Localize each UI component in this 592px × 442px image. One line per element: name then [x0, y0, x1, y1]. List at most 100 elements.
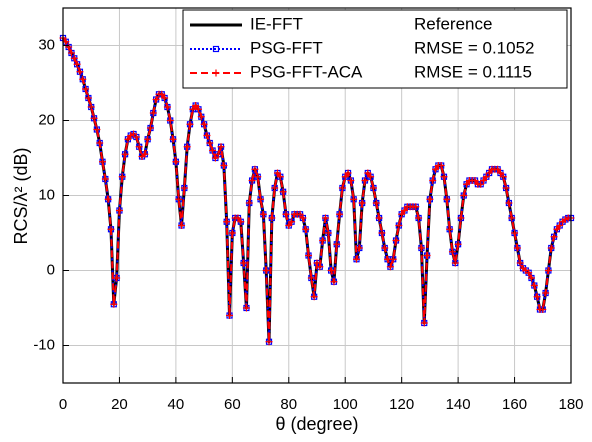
marker: [338, 184, 346, 192]
marker: [242, 304, 250, 312]
marker: [149, 109, 157, 117]
marker: [446, 225, 454, 233]
marker: [511, 229, 519, 237]
marker: [556, 222, 564, 229]
marker: [296, 210, 304, 218]
marker: [457, 214, 465, 222]
marker: [333, 240, 341, 248]
x-tick-label: 0: [59, 396, 67, 413]
marker: [234, 214, 242, 222]
marker: [76, 68, 84, 76]
legend-marker: [212, 69, 220, 77]
marker: [321, 214, 329, 222]
marker: [477, 180, 485, 188]
marker: [364, 169, 372, 177]
marker: [372, 199, 380, 207]
marker: [415, 214, 423, 222]
marker: [533, 293, 541, 301]
marker: [288, 218, 296, 226]
marker: [355, 244, 363, 252]
marker: [217, 143, 225, 151]
marker: [248, 177, 256, 184]
marker: [240, 259, 248, 267]
marker: [118, 173, 126, 181]
marker: [87, 103, 95, 111]
marker: [319, 237, 327, 244]
marker: [282, 210, 290, 218]
marker: [146, 124, 154, 132]
marker: [423, 252, 431, 259]
marker: [101, 175, 109, 183]
marker: [161, 94, 169, 102]
marker: [516, 259, 524, 267]
marker: [276, 173, 284, 181]
marker: [324, 229, 332, 237]
marker: [358, 199, 366, 207]
marker: [336, 210, 344, 218]
marker: [400, 207, 408, 214]
marker: [257, 195, 265, 203]
marker: [505, 199, 513, 207]
marker: [79, 75, 87, 83]
marker: [132, 133, 140, 141]
marker: [70, 54, 78, 62]
marker: [389, 255, 397, 263]
marker: [226, 312, 234, 319]
marker: [417, 244, 425, 252]
marker: [525, 269, 533, 277]
marker: [305, 252, 313, 259]
marker: [443, 195, 451, 203]
marker: [220, 162, 228, 169]
marker: [200, 120, 208, 128]
marker: [302, 225, 310, 233]
marker: [330, 278, 338, 286]
marker: [375, 214, 383, 222]
legend-box: [182, 9, 568, 89]
marker: [530, 282, 538, 289]
marker: [65, 43, 73, 51]
marker: [313, 259, 321, 267]
marker: [211, 154, 219, 162]
marker: [107, 225, 115, 233]
marker: [547, 244, 555, 252]
legend-note: RMSE = 0.1052: [414, 38, 535, 57]
marker: [432, 165, 440, 173]
marker: [485, 169, 493, 177]
x-tick-label: 20: [111, 396, 128, 413]
marker: [67, 49, 75, 57]
marker: [350, 195, 358, 203]
marker: [158, 90, 166, 98]
legend-label: PSG-FFT: [250, 38, 323, 57]
marker: [262, 267, 270, 274]
marker: [307, 274, 315, 282]
marker: [426, 195, 434, 203]
marker: [395, 222, 403, 229]
marker: [544, 267, 552, 274]
plot: [59, 34, 575, 346]
marker: [237, 218, 245, 226]
marker: [192, 102, 200, 109]
x-tick-label: 180: [558, 396, 583, 413]
marker: [344, 169, 352, 177]
marker: [386, 263, 394, 271]
marker: [175, 195, 183, 203]
marker: [82, 85, 90, 93]
legend-label: PSG-FFT-ACA: [250, 62, 363, 81]
x-tick-label: 60: [224, 396, 241, 413]
legend-marker: [212, 45, 220, 53]
marker: [369, 184, 377, 192]
marker: [113, 274, 121, 282]
marker: [539, 306, 547, 313]
marker: [121, 150, 129, 158]
marker: [542, 289, 550, 297]
marker: [448, 248, 456, 256]
marker: [203, 132, 211, 139]
x-tick-label: 40: [168, 396, 185, 413]
marker: [93, 126, 101, 133]
marker: [494, 165, 502, 173]
marker: [502, 184, 510, 192]
marker: [144, 135, 152, 143]
marker: [178, 222, 186, 229]
marker: [454, 240, 462, 248]
